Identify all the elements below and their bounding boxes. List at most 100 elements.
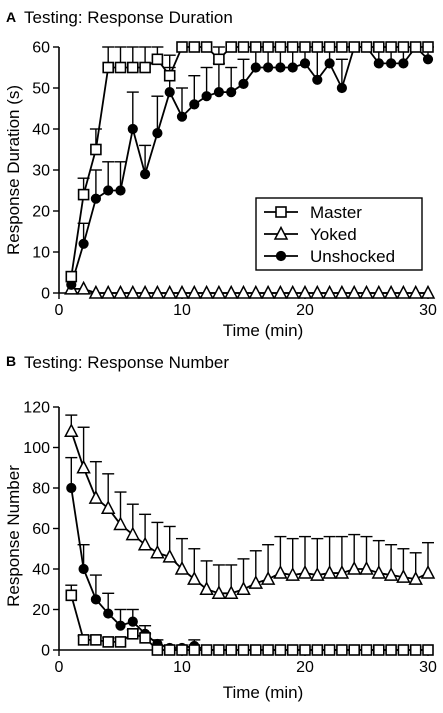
panel-b-y-tick-label: 120 [23,400,50,417]
panel-a-point-unshocked [299,58,311,69]
panel-b-point-master [139,632,151,644]
panel-b-point-yoked [371,564,387,579]
legend-label-master: Master [310,203,362,222]
panel-a-plot: 0 10 20 30 40 50 60 0 10 20 30 [32,40,437,320]
panel-a-point-yoked [137,284,153,299]
panel-a-point-master [127,61,139,74]
panel-a-point-yoked [297,284,313,299]
panel-b-series-line-yoked [70,431,429,595]
panel-a-point-master [188,41,201,53]
panel-b-point-yoked [383,566,399,581]
panel-b-point-unshocked [78,563,89,575]
panel-a-x-tick-label: 0 [55,302,64,319]
panel-a-point-unshocked [164,87,175,98]
panel-a-point-unshocked [250,62,261,73]
panel-b-point-master [372,644,385,656]
panel-a-point-master [237,41,250,53]
panel-a-point-master [360,41,373,53]
panel-b-point-yoked [113,516,128,531]
panel-a-point-unshocked [324,58,335,69]
panel-a-point-master [348,41,361,53]
panel-a-point-yoked [273,284,288,299]
panel-b-point-master [90,634,102,646]
panel-a-point-unshocked [287,62,298,73]
panel-b-x-tick-label: 20 [296,659,314,676]
panel-a-point-yoked [371,284,387,299]
panel-b-point-master [77,634,90,646]
panel-b-point-yoked [88,490,104,504]
panel-b-point-yoked [396,568,411,583]
panel-b-title: Testing: Response Number [24,353,229,372]
panel-b-y-tick-label: 100 [23,440,50,457]
panel-a-point-yoked [322,284,337,299]
panel-a-point-yoked [162,284,177,299]
panel-b-point-master [348,644,361,656]
panel-a-point-master [274,41,287,53]
panel-b-point-yoked [408,571,423,585]
panel-a-point-unshocked [386,58,397,69]
panel-b-y-tick-label: 0 [41,643,50,660]
panel-a-letter: A [6,9,16,25]
panel-b-x-tick-label: 10 [173,659,191,676]
panel-a-x-tick-label: 10 [173,302,191,319]
panel-b-point-yoked [285,566,300,581]
panel-a-series-line-yoked [71,287,428,294]
panel-b-point-yoked [162,548,177,563]
panel-b-point-yoked [273,564,288,579]
panel-a-point-yoked [150,284,165,299]
panel-b-point-master [65,589,78,602]
panel-b-point-master [422,644,434,656]
panel-a-point-yoked [346,284,362,299]
panel-b-point-yoked [359,560,374,575]
panel-a-title: Testing: Response Duration [24,8,233,27]
panel-b-point-yoked [236,581,251,595]
panel-a-point-unshocked [201,91,212,102]
panel-b-point-master [286,644,299,656]
panel-b-point-yoked [64,423,79,438]
panel-b-point-yoked [297,564,313,579]
panel-b-y-tick-label: 60 [32,521,50,538]
panel-b-point-master [237,644,250,656]
panel-a-point-yoked [88,284,104,299]
panel-a-point-yoked [260,284,276,299]
panel-b-ylabel: Response Number [4,465,23,607]
panel-a-point-yoked [199,284,214,299]
panel-a-point-yoked [223,284,239,299]
panel-b-point-unshocked [66,482,77,494]
panel-a-point-unshocked [176,111,188,122]
panel-a-point-unshocked [140,169,151,180]
panel-a-point-unshocked [422,54,434,65]
panel-a-point-master [225,41,237,53]
panel-a-point-master [299,41,311,53]
panel-a-point-master [250,41,262,53]
panel-b-xlabel: Time (min) [223,683,304,702]
panel-a-y-tick-label: 10 [32,245,50,262]
legend-marker-master [275,206,287,218]
panel-b-point-yoked [199,581,214,595]
panel-a-point-master [262,41,274,53]
panel-a-point-yoked [113,284,128,299]
panel-b-point-master [188,644,201,656]
panel-a-point-unshocked [103,185,114,196]
panel-a-point-unshocked [398,58,409,69]
panel-a-point-master [163,69,176,82]
panel-b-point-yoked [420,564,436,579]
panel-b-point-master [385,644,397,656]
panel-b-point-master [176,644,188,656]
panel-a-point-yoked [383,284,399,299]
panel-b-plot: 0 20 40 60 80 100 120 0 10 20 30 [23,400,437,677]
panel-a-point-unshocked [189,99,200,110]
panel-b-point-yoked [346,560,362,575]
panel-a-xlabel: Time (min) [223,321,304,340]
panel-a-point-master [385,41,397,53]
panel-b-letter: B [6,353,16,369]
panel-a-point-master [372,41,385,53]
legend-label-unshocked: Unshocked [310,247,395,266]
panel-a-y-tick-label: 0 [41,286,50,303]
panel-a-point-master [311,41,324,53]
panel-a-y-tick-label: 60 [32,40,50,57]
panel-b-y-tick-label: 80 [32,481,50,498]
panel-a-point-master [151,53,164,66]
panel-b-point-yoked [150,544,165,559]
